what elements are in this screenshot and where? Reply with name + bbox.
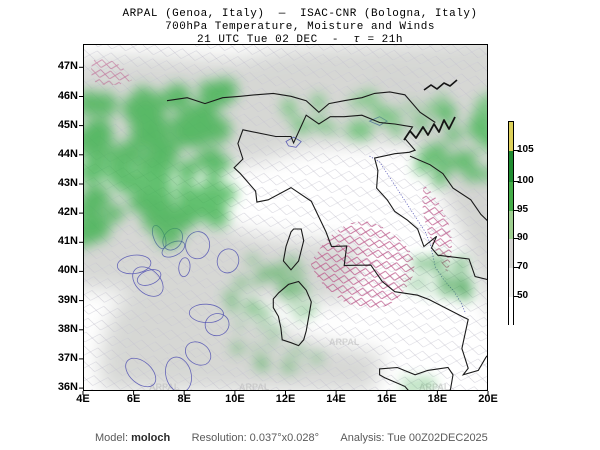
svg-text:ARPAL: ARPAL [239,382,270,391]
svg-text:ARPAL: ARPAL [149,382,180,391]
svg-text:ARPAL: ARPAL [329,337,360,347]
